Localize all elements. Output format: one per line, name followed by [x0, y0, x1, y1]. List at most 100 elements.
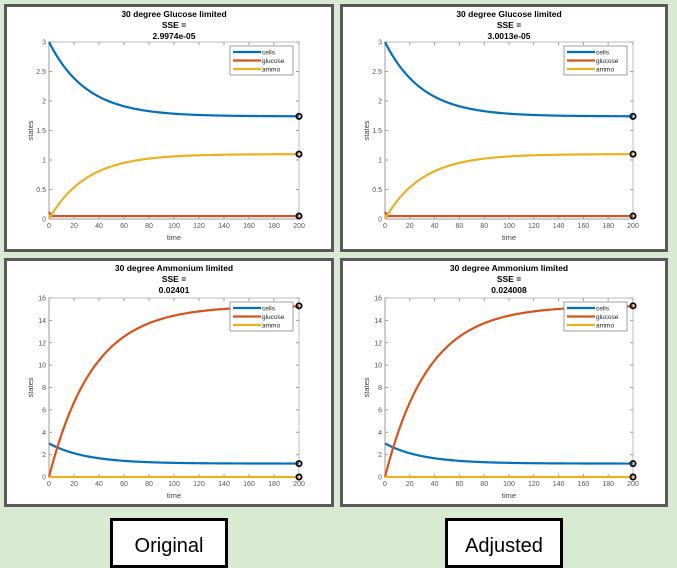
legend-label-glucose: glucose	[262, 314, 285, 321]
chart-panel-glucose-adjusted: 30 degree Glucose limited SSE = 3.0013e-05…	[340, 4, 668, 252]
final-marker-ammo	[629, 150, 637, 158]
x-tick-label: 80	[145, 481, 153, 488]
series-line-cells	[384, 442, 633, 465]
x-tick-label: 40	[95, 481, 103, 488]
x-tick-label: 80	[145, 223, 153, 230]
x-tick-label: 20	[70, 223, 78, 230]
y-axis-label: states	[362, 120, 371, 140]
y-tick-label: 12	[38, 340, 46, 347]
x-tick-label: 20	[406, 223, 414, 230]
adjusted-label: Adjusted	[445, 518, 563, 568]
x-tick-label: 140	[553, 481, 565, 488]
x-axis-label: time	[502, 233, 516, 242]
final-marker-cells	[629, 460, 637, 468]
x-tick-label: 120	[528, 481, 540, 488]
y-tick-label: 4	[42, 430, 46, 437]
legend-label-ammo: ammo	[262, 322, 280, 329]
legend-label-glucose: glucose	[596, 314, 619, 321]
final-marker-cells	[629, 112, 637, 120]
y-tick-label: 8	[42, 385, 46, 392]
y-tick-label: 4	[378, 430, 382, 437]
chart-title-line: 30 degree Glucose limited	[121, 9, 226, 19]
x-tick-label: 100	[503, 481, 515, 488]
legend-label-cells: cells	[596, 49, 610, 56]
series-line-glucose	[48, 211, 299, 218]
legend-label-ammo: ammo	[596, 322, 614, 329]
x-tick-label: 100	[168, 481, 180, 488]
final-marker-ammo	[295, 473, 303, 481]
final-marker-glucose	[295, 302, 303, 310]
legend-label-ammo: ammo	[596, 66, 614, 73]
y-tick-label: 0.5	[372, 187, 382, 194]
chart-panel-glucose-original: 30 degree Glucose limited SSE = 2.9974e-05…	[4, 4, 334, 252]
chart-title-line: SSE =	[162, 20, 186, 30]
x-tick-label: 180	[268, 223, 280, 230]
y-tick-label: 2	[42, 99, 46, 106]
x-tick-label: 140	[218, 481, 230, 488]
x-tick-label: 140	[553, 223, 565, 230]
series-line-cells	[384, 41, 634, 118]
y-tick-label: 14	[374, 318, 382, 325]
x-tick-label: 40	[431, 481, 439, 488]
x-axis-label: time	[502, 491, 516, 500]
x-tick-label: 120	[193, 481, 205, 488]
x-tick-label: 100	[503, 223, 515, 230]
y-tick-label: 1	[42, 158, 46, 165]
x-tick-label: 20	[406, 481, 414, 488]
y-tick-label: 0.5	[36, 187, 46, 194]
final-marker-glucose	[295, 212, 303, 220]
x-tick-label: 180	[602, 223, 614, 230]
x-tick-label: 200	[627, 223, 639, 230]
y-tick-label: 0	[378, 475, 382, 482]
y-tick-label: 10	[38, 363, 46, 370]
chart-title-line: 2.9974e-05	[152, 31, 195, 41]
x-tick-label: 120	[528, 223, 540, 230]
series-line-cells	[48, 41, 300, 118]
chart-title-line: 3.0013e-05	[487, 31, 530, 41]
legend-label-cells: cells	[262, 305, 276, 312]
legend-label-glucose: glucose	[596, 58, 619, 65]
final-marker-cells	[295, 460, 303, 468]
final-marker-cells	[295, 112, 303, 120]
y-axis-label: states	[362, 377, 371, 397]
x-tick-label: 0	[383, 223, 387, 230]
y-tick-label: 10	[374, 363, 382, 370]
x-tick-label: 0	[47, 223, 51, 230]
original-label: Original	[110, 518, 228, 568]
y-tick-label: 2	[378, 452, 382, 459]
y-tick-label: 12	[374, 340, 382, 347]
chart-title-line: 30 degree Ammonium limited	[450, 263, 568, 273]
y-tick-label: 2	[42, 452, 46, 459]
y-tick-label: 0	[42, 217, 46, 224]
y-tick-label: 2.5	[36, 69, 46, 76]
chart-title-line: 30 degree Ammonium limited	[115, 263, 233, 273]
chart-title-line: 0.024008	[491, 285, 527, 295]
series-line-ammo	[384, 153, 634, 220]
series-line-glucose	[384, 211, 633, 218]
y-tick-label: 2	[378, 99, 382, 106]
y-tick-label: 3	[42, 40, 46, 47]
x-tick-label: 200	[627, 481, 639, 488]
y-tick-label: 3	[378, 40, 382, 47]
x-tick-label: 60	[456, 481, 464, 488]
legend-label-glucose: glucose	[262, 58, 285, 65]
final-marker-ammo	[629, 473, 637, 481]
series-line-ammo	[48, 153, 300, 220]
chart-title-line: 0.02401	[159, 285, 190, 295]
x-tick-label: 180	[602, 481, 614, 488]
x-tick-label: 160	[578, 481, 590, 488]
x-tick-label: 40	[431, 223, 439, 230]
x-tick-label: 60	[120, 481, 128, 488]
y-tick-label: 1.5	[36, 128, 46, 135]
legend-label-cells: cells	[596, 305, 610, 312]
x-tick-label: 200	[293, 223, 305, 230]
x-axis-label: time	[167, 233, 181, 242]
x-tick-label: 180	[268, 481, 280, 488]
chart-title-line: SSE =	[497, 274, 521, 284]
y-axis-label: states	[26, 377, 35, 397]
y-tick-label: 0	[42, 475, 46, 482]
x-tick-label: 200	[293, 481, 305, 488]
x-tick-label: 80	[480, 223, 488, 230]
